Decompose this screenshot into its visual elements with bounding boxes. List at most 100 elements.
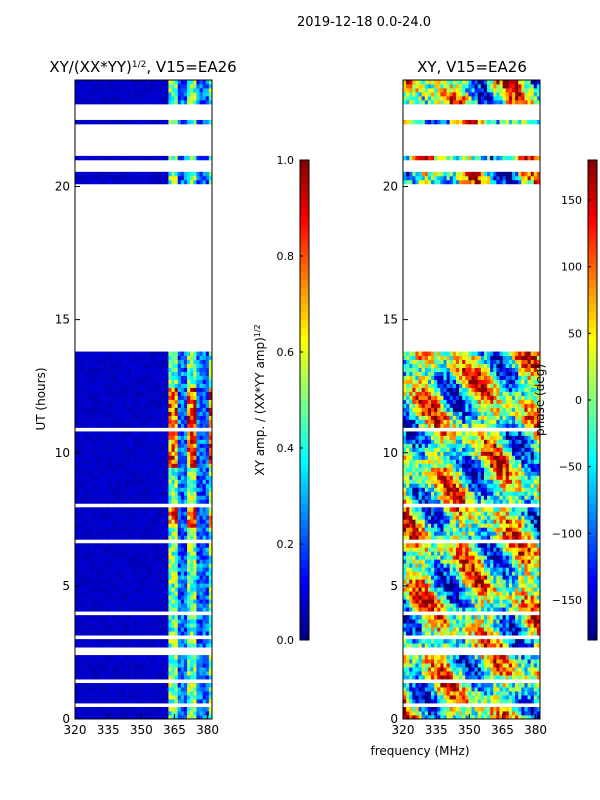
heatmap-cell xyxy=(159,467,163,472)
heatmap-cell xyxy=(152,607,157,612)
heatmap-cell xyxy=(165,543,169,548)
heatmap-cell xyxy=(118,515,123,520)
heatmap-cell xyxy=(180,619,185,624)
heatmap-cell xyxy=(81,471,85,476)
heatmap-cell xyxy=(140,575,144,580)
heatmap-cell xyxy=(131,467,135,472)
heatmap-cell xyxy=(162,579,166,584)
heatmap-cell xyxy=(468,699,472,704)
heatmap-cell xyxy=(152,439,157,444)
heatmap-cell xyxy=(403,671,407,676)
heatmap-cell xyxy=(152,587,157,592)
heatmap-cell xyxy=(106,671,110,676)
heatmap-cell xyxy=(115,527,119,532)
heatmap-cell xyxy=(90,367,95,372)
heatmap-cell xyxy=(118,439,123,444)
heatmap-cell xyxy=(127,519,132,524)
heatmap-cell xyxy=(508,639,513,644)
heatmap-cell xyxy=(199,627,204,632)
heatmap-cell xyxy=(109,387,113,392)
heatmap-cell xyxy=(93,443,98,448)
heatmap-cell xyxy=(143,435,148,440)
heatmap-cell xyxy=(165,659,169,664)
heatmap-cell xyxy=(84,475,88,480)
heatmap-cell xyxy=(199,475,204,480)
heatmap-cell xyxy=(121,499,126,504)
heatmap-cell xyxy=(103,579,107,584)
heatmap-cell xyxy=(103,687,107,692)
heatmap-cell xyxy=(208,543,213,548)
heatmap-cell xyxy=(99,659,104,664)
heatmap-cell xyxy=(196,487,200,492)
heatmap-cell xyxy=(487,695,491,700)
heatmap-cell xyxy=(196,535,200,540)
heatmap-cell xyxy=(137,551,141,556)
heatmap-cell xyxy=(431,667,435,672)
heatmap-cell xyxy=(109,663,113,668)
x-tick-label: 320 xyxy=(64,723,87,737)
heatmap-cell xyxy=(112,687,116,692)
heatmap-cell xyxy=(190,575,194,580)
heatmap-cell xyxy=(196,695,200,700)
heatmap-cell xyxy=(199,511,204,516)
heatmap-cell xyxy=(159,403,163,408)
heatmap-cell xyxy=(480,671,485,676)
heatmap-cell xyxy=(109,687,113,692)
heatmap-cell xyxy=(162,87,166,93)
heatmap-cell xyxy=(480,643,485,648)
heatmap-cell xyxy=(109,623,113,628)
colorbar-step xyxy=(300,160,309,165)
heatmap-cell xyxy=(115,443,119,448)
heatmap-cell xyxy=(483,691,488,696)
heatmap-cell xyxy=(174,527,179,532)
heatmap-cell xyxy=(155,351,160,356)
heatmap-cell xyxy=(134,155,138,161)
heatmap-cell xyxy=(152,699,157,704)
heatmap-cell xyxy=(87,479,91,484)
heatmap-cell xyxy=(162,95,166,101)
heatmap-cell xyxy=(121,639,126,644)
heatmap-cell xyxy=(106,91,110,97)
heatmap-cell xyxy=(81,619,85,624)
heatmap-cell xyxy=(137,715,141,720)
heatmap-cell xyxy=(171,495,176,500)
heatmap-cell xyxy=(112,575,116,580)
heatmap-cell xyxy=(109,715,113,720)
heatmap-cell xyxy=(81,483,85,488)
heatmap-cell xyxy=(171,395,176,400)
heatmap-cell xyxy=(121,715,126,720)
heatmap-cell xyxy=(84,423,88,428)
heatmap-cell xyxy=(183,407,188,412)
heatmap-cell xyxy=(96,455,101,460)
heatmap-cell xyxy=(180,479,185,484)
heatmap-cell xyxy=(471,695,476,700)
heatmap-cell xyxy=(180,179,185,185)
heatmap-cell xyxy=(99,463,104,468)
heatmap-cell xyxy=(152,471,157,476)
heatmap-cell xyxy=(134,707,138,712)
heatmap-cell xyxy=(159,643,163,648)
heatmap-cell xyxy=(137,419,141,424)
heatmap-cell xyxy=(196,423,200,428)
heatmap-cell xyxy=(90,371,95,376)
heatmap-cell xyxy=(174,99,179,105)
heatmap-cell xyxy=(152,411,157,416)
heatmap-cell xyxy=(177,663,182,668)
heatmap-cell xyxy=(199,355,204,360)
heatmap-cell xyxy=(115,591,119,596)
heatmap-cell xyxy=(84,447,88,452)
heatmap-cell xyxy=(162,571,166,576)
heatmap-cell xyxy=(109,99,113,105)
heatmap-cell xyxy=(93,91,98,97)
heatmap-cell xyxy=(134,699,138,704)
heatmap-cell xyxy=(165,491,169,496)
heatmap-cell xyxy=(199,351,204,356)
heatmap-cell xyxy=(115,435,119,440)
heatmap-cell xyxy=(499,659,504,664)
heatmap-cell xyxy=(440,707,444,712)
colorbar-step xyxy=(300,304,309,309)
heatmap-cell xyxy=(106,391,110,396)
heatmap-cell xyxy=(143,575,148,580)
heatmap-cell xyxy=(165,495,169,500)
heatmap-cell xyxy=(152,447,157,452)
